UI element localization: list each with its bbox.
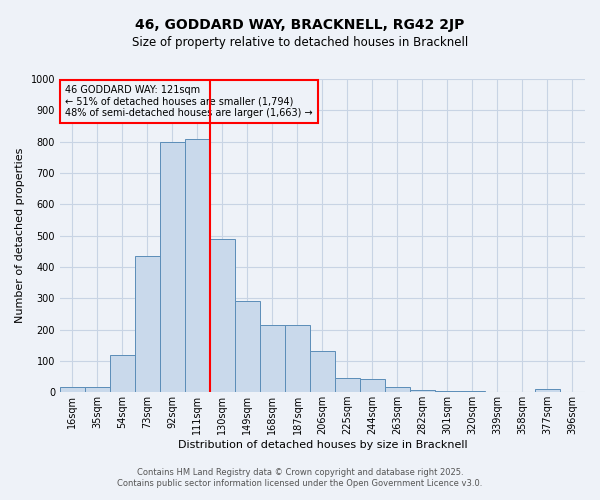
Bar — [185, 138, 210, 392]
Text: 46, GODDARD WAY, BRACKNELL, RG42 2JP: 46, GODDARD WAY, BRACKNELL, RG42 2JP — [136, 18, 464, 32]
Y-axis label: Number of detached properties: Number of detached properties — [15, 148, 25, 324]
Bar — [335, 378, 360, 392]
Bar — [235, 302, 260, 392]
Bar — [360, 379, 385, 392]
Bar — [135, 256, 160, 392]
Bar — [110, 354, 135, 392]
Bar — [260, 325, 285, 392]
Bar — [535, 389, 560, 392]
Text: 46 GODDARD WAY: 121sqm
← 51% of detached houses are smaller (1,794)
48% of semi-: 46 GODDARD WAY: 121sqm ← 51% of detached… — [65, 86, 313, 118]
Bar — [310, 352, 335, 392]
Bar — [285, 325, 310, 392]
Bar — [460, 391, 485, 392]
Bar — [435, 390, 460, 392]
Bar — [410, 390, 435, 392]
Bar — [160, 142, 185, 392]
Bar — [210, 238, 235, 392]
Bar — [385, 388, 410, 392]
Text: Contains HM Land Registry data © Crown copyright and database right 2025.
Contai: Contains HM Land Registry data © Crown c… — [118, 468, 482, 487]
Bar — [60, 388, 85, 392]
X-axis label: Distribution of detached houses by size in Bracknell: Distribution of detached houses by size … — [178, 440, 467, 450]
Text: Size of property relative to detached houses in Bracknell: Size of property relative to detached ho… — [132, 36, 468, 49]
Bar — [85, 388, 110, 392]
